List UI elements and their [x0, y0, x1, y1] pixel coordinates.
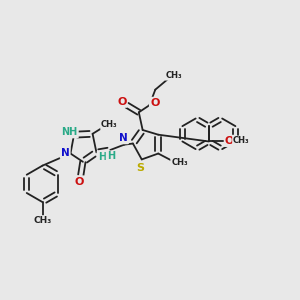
Text: N: N: [61, 148, 70, 158]
Text: O: O: [117, 97, 126, 107]
Text: H: H: [98, 152, 106, 162]
Text: O: O: [150, 98, 159, 108]
Text: CH₃: CH₃: [171, 158, 188, 167]
Text: CH₃: CH₃: [165, 71, 182, 80]
Text: CH₃: CH₃: [101, 120, 118, 129]
Text: CH₃: CH₃: [233, 136, 250, 146]
Text: S: S: [136, 163, 144, 173]
Text: N: N: [119, 133, 128, 143]
Text: O: O: [75, 176, 84, 187]
Text: H: H: [107, 152, 115, 161]
Text: O: O: [225, 136, 234, 146]
Text: NH: NH: [61, 127, 78, 137]
Text: CH₃: CH₃: [33, 216, 52, 225]
